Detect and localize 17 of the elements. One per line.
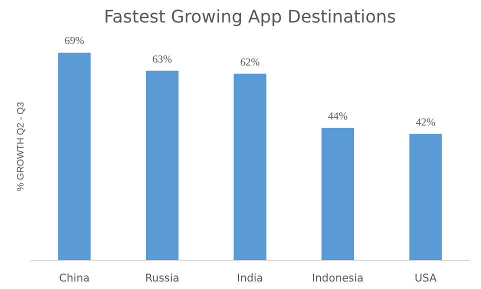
x-tick-label: Russia: [145, 272, 180, 284]
data-label: 69%: [64, 36, 84, 48]
data-label: 42%: [416, 117, 436, 128]
y-axis-title: % GROWTH Q2 - Q3: [16, 102, 26, 192]
data-label: 63%: [152, 54, 172, 66]
x-tick-label: India: [236, 272, 264, 284]
x-tick-label: Indonesia: [312, 272, 364, 284]
bar: [321, 128, 354, 260]
bar: [58, 52, 91, 260]
x-tick-label: USA: [414, 272, 438, 284]
bar: [234, 74, 266, 260]
x-tick-label: China: [59, 272, 90, 284]
bar: [146, 70, 179, 260]
bar: [409, 134, 442, 260]
data-label: 44%: [328, 111, 348, 122]
chart-title: Fastest Growing App Destinations: [104, 8, 396, 28]
data-label: 62%: [240, 57, 260, 68]
